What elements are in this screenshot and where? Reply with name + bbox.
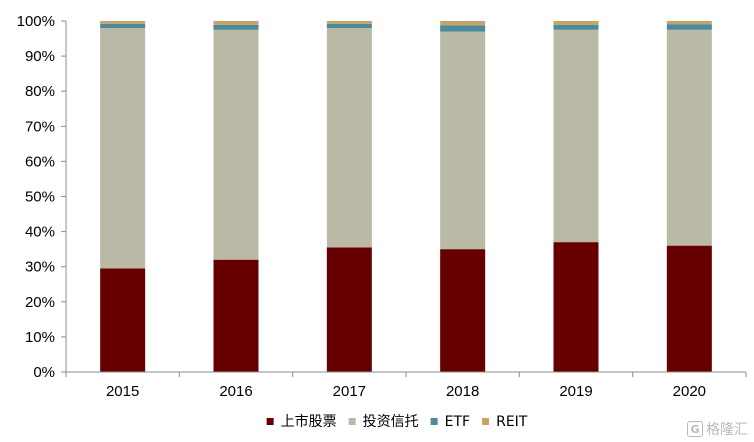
x-tick-label: 2018 [446, 383, 479, 400]
watermark-text: 格隆汇 [706, 422, 748, 438]
bar-segment [666, 245, 712, 372]
bar-stack-2020 [666, 21, 712, 372]
bar-stack-2018 [440, 21, 486, 372]
y-tick-label: 60% [25, 153, 55, 170]
y-tick-label: 90% [25, 48, 55, 65]
y-tick-label: 30% [25, 259, 55, 276]
bar-segment [213, 21, 259, 25]
legend-item: ETF [430, 414, 470, 430]
bar-segment [553, 29, 599, 243]
y-tick-label: 70% [25, 118, 55, 135]
watermark-logo-icon: G [687, 421, 703, 437]
x-tick-label: 2015 [106, 383, 139, 400]
x-tick-label: 2016 [219, 383, 252, 400]
bar-segment [326, 21, 372, 24]
legend-item: 投资信托 [348, 414, 419, 430]
bar-stack-2015 [100, 21, 146, 372]
bar-segment [213, 29, 259, 260]
bar-segment [100, 268, 146, 372]
bar-segment [440, 21, 486, 26]
legend-swatch [482, 418, 490, 425]
bar-segment [213, 259, 259, 372]
bar-segment [440, 249, 486, 372]
x-tick-label: 2017 [333, 383, 366, 400]
legend-label: ETF [445, 414, 470, 430]
bar-segment [100, 23, 146, 29]
x-tick-label: 2019 [559, 383, 592, 400]
bar-segment [553, 21, 599, 25]
legend-swatch [430, 418, 438, 425]
y-tick-label: 100% [17, 13, 55, 30]
bar-segment [326, 23, 372, 29]
x-tick-label: 2020 [673, 383, 706, 400]
legend-label: 上市股票 [281, 413, 337, 430]
legend-item: REIT [482, 414, 528, 430]
y-tick-label: 10% [25, 329, 55, 346]
x-axis: 2015 2016 2017 2018 2019 2020 [65, 371, 747, 400]
y-tick-label: 80% [25, 83, 55, 100]
bar-segment [553, 242, 599, 372]
bar-segment [666, 24, 712, 30]
y-tick-label: 20% [25, 294, 55, 311]
legend-swatch [348, 418, 356, 425]
legend-label: 投资信托 [363, 414, 419, 430]
y-axis: 0% 10% 20% 30% 40% 50% 60% 70% 80% 90% 100% [17, 13, 67, 381]
bar-segment [100, 28, 146, 269]
bar-segment [666, 21, 712, 25]
legend-item: 上市股票 [266, 413, 337, 430]
watermark: G 格隆汇 [687, 419, 748, 439]
bar-segment [553, 24, 599, 30]
bar-segment [326, 247, 372, 372]
legend: 上市股票 投资信托 ETF REIT [266, 413, 528, 430]
bar-stack-2019 [553, 21, 599, 372]
legend-swatch [266, 418, 274, 425]
bar-stack-2016 [213, 21, 259, 372]
y-tick-label: 0% [33, 364, 55, 381]
bar-segment [440, 25, 486, 32]
bar-segment [666, 29, 712, 246]
bar-segment [326, 28, 372, 248]
legend-label: REIT [496, 414, 528, 430]
y-tick-label: 50% [25, 189, 55, 206]
bar-segment [100, 21, 146, 24]
bar-stack-2017 [326, 21, 372, 372]
y-tick-label: 40% [25, 224, 55, 241]
bar-segment [213, 24, 259, 30]
bars [100, 21, 712, 372]
bar-segment [440, 31, 486, 250]
